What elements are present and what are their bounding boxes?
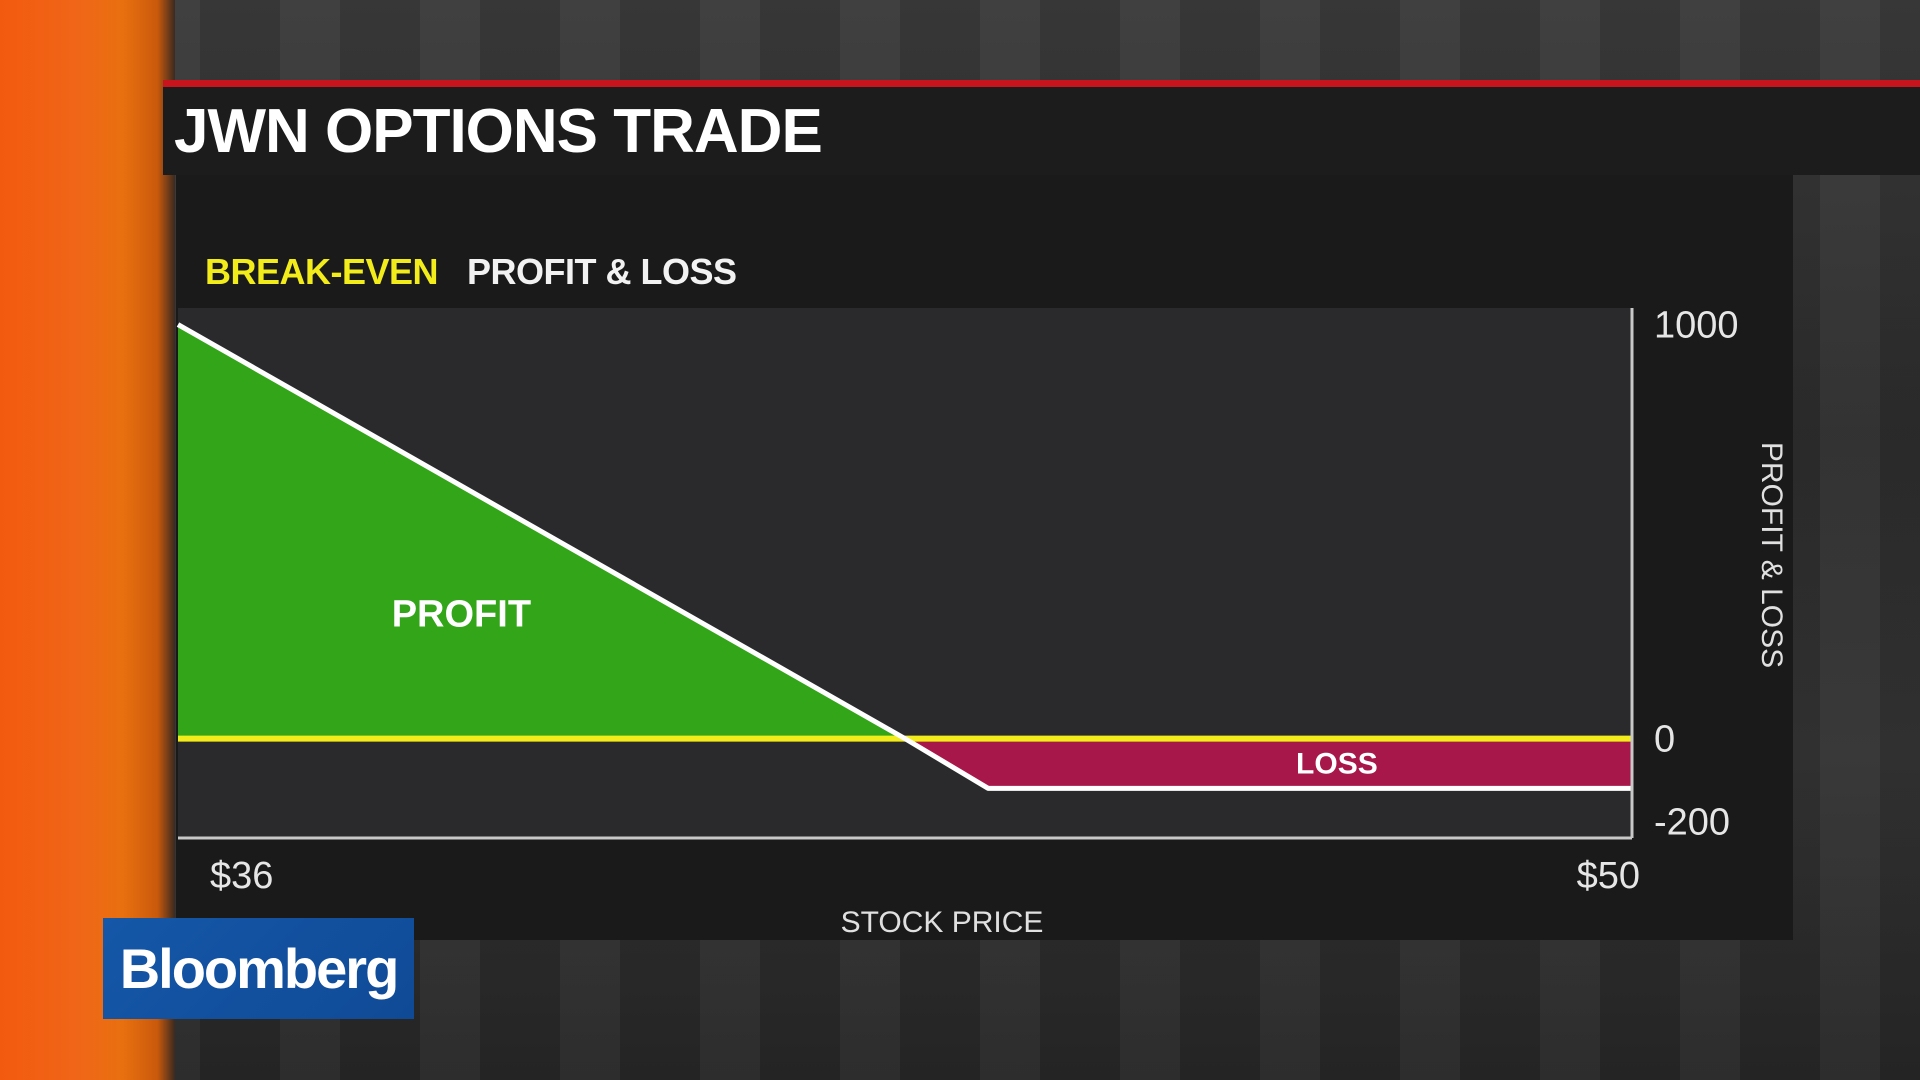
x-axis-label: STOCK PRICE xyxy=(841,906,1044,939)
y-tick-label: 0 xyxy=(1654,719,1675,761)
profit-label: PROFIT xyxy=(392,593,531,635)
logo-text: Bloomberg xyxy=(119,937,400,1000)
red-accent-rule xyxy=(163,80,1920,87)
bloomberg-logo: Bloomberg xyxy=(103,918,414,1019)
chart-title: JWN OPTIONS TRADE xyxy=(174,97,823,166)
x-tick-label: $50 xyxy=(1577,855,1640,897)
loss-area xyxy=(905,738,1632,789)
x-tick-label: $36 xyxy=(210,855,273,897)
y-axis-label: PROFIT & LOSS xyxy=(1755,442,1788,668)
y-tick-label: 1000 xyxy=(1654,305,1739,347)
y-tick-label: -200 xyxy=(1654,801,1730,843)
legend-profit-loss: PROFIT & LOSS xyxy=(467,251,737,292)
legend-break-even: BREAK-EVEN xyxy=(205,251,439,292)
orange-accent-bar xyxy=(0,0,175,1080)
title-bar xyxy=(163,87,1920,175)
y-tick-labels: 1000 0 -200 xyxy=(1654,305,1739,844)
payoff-line xyxy=(176,322,1632,791)
x-tick-labels: $36 $50 xyxy=(210,855,1640,897)
loss-label: LOSS xyxy=(1296,747,1378,780)
